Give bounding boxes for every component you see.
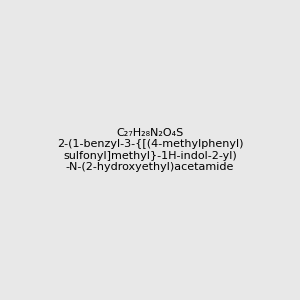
Text: C₂₇H₂₈N₂O₄S
2-(1-benzyl-3-{[(4-methylphenyl)
sulfonyl]methyl}-1H-indol-2-yl)
-N-: C₂₇H₂₈N₂O₄S 2-(1-benzyl-3-{[(4-methylphe… xyxy=(57,128,243,172)
